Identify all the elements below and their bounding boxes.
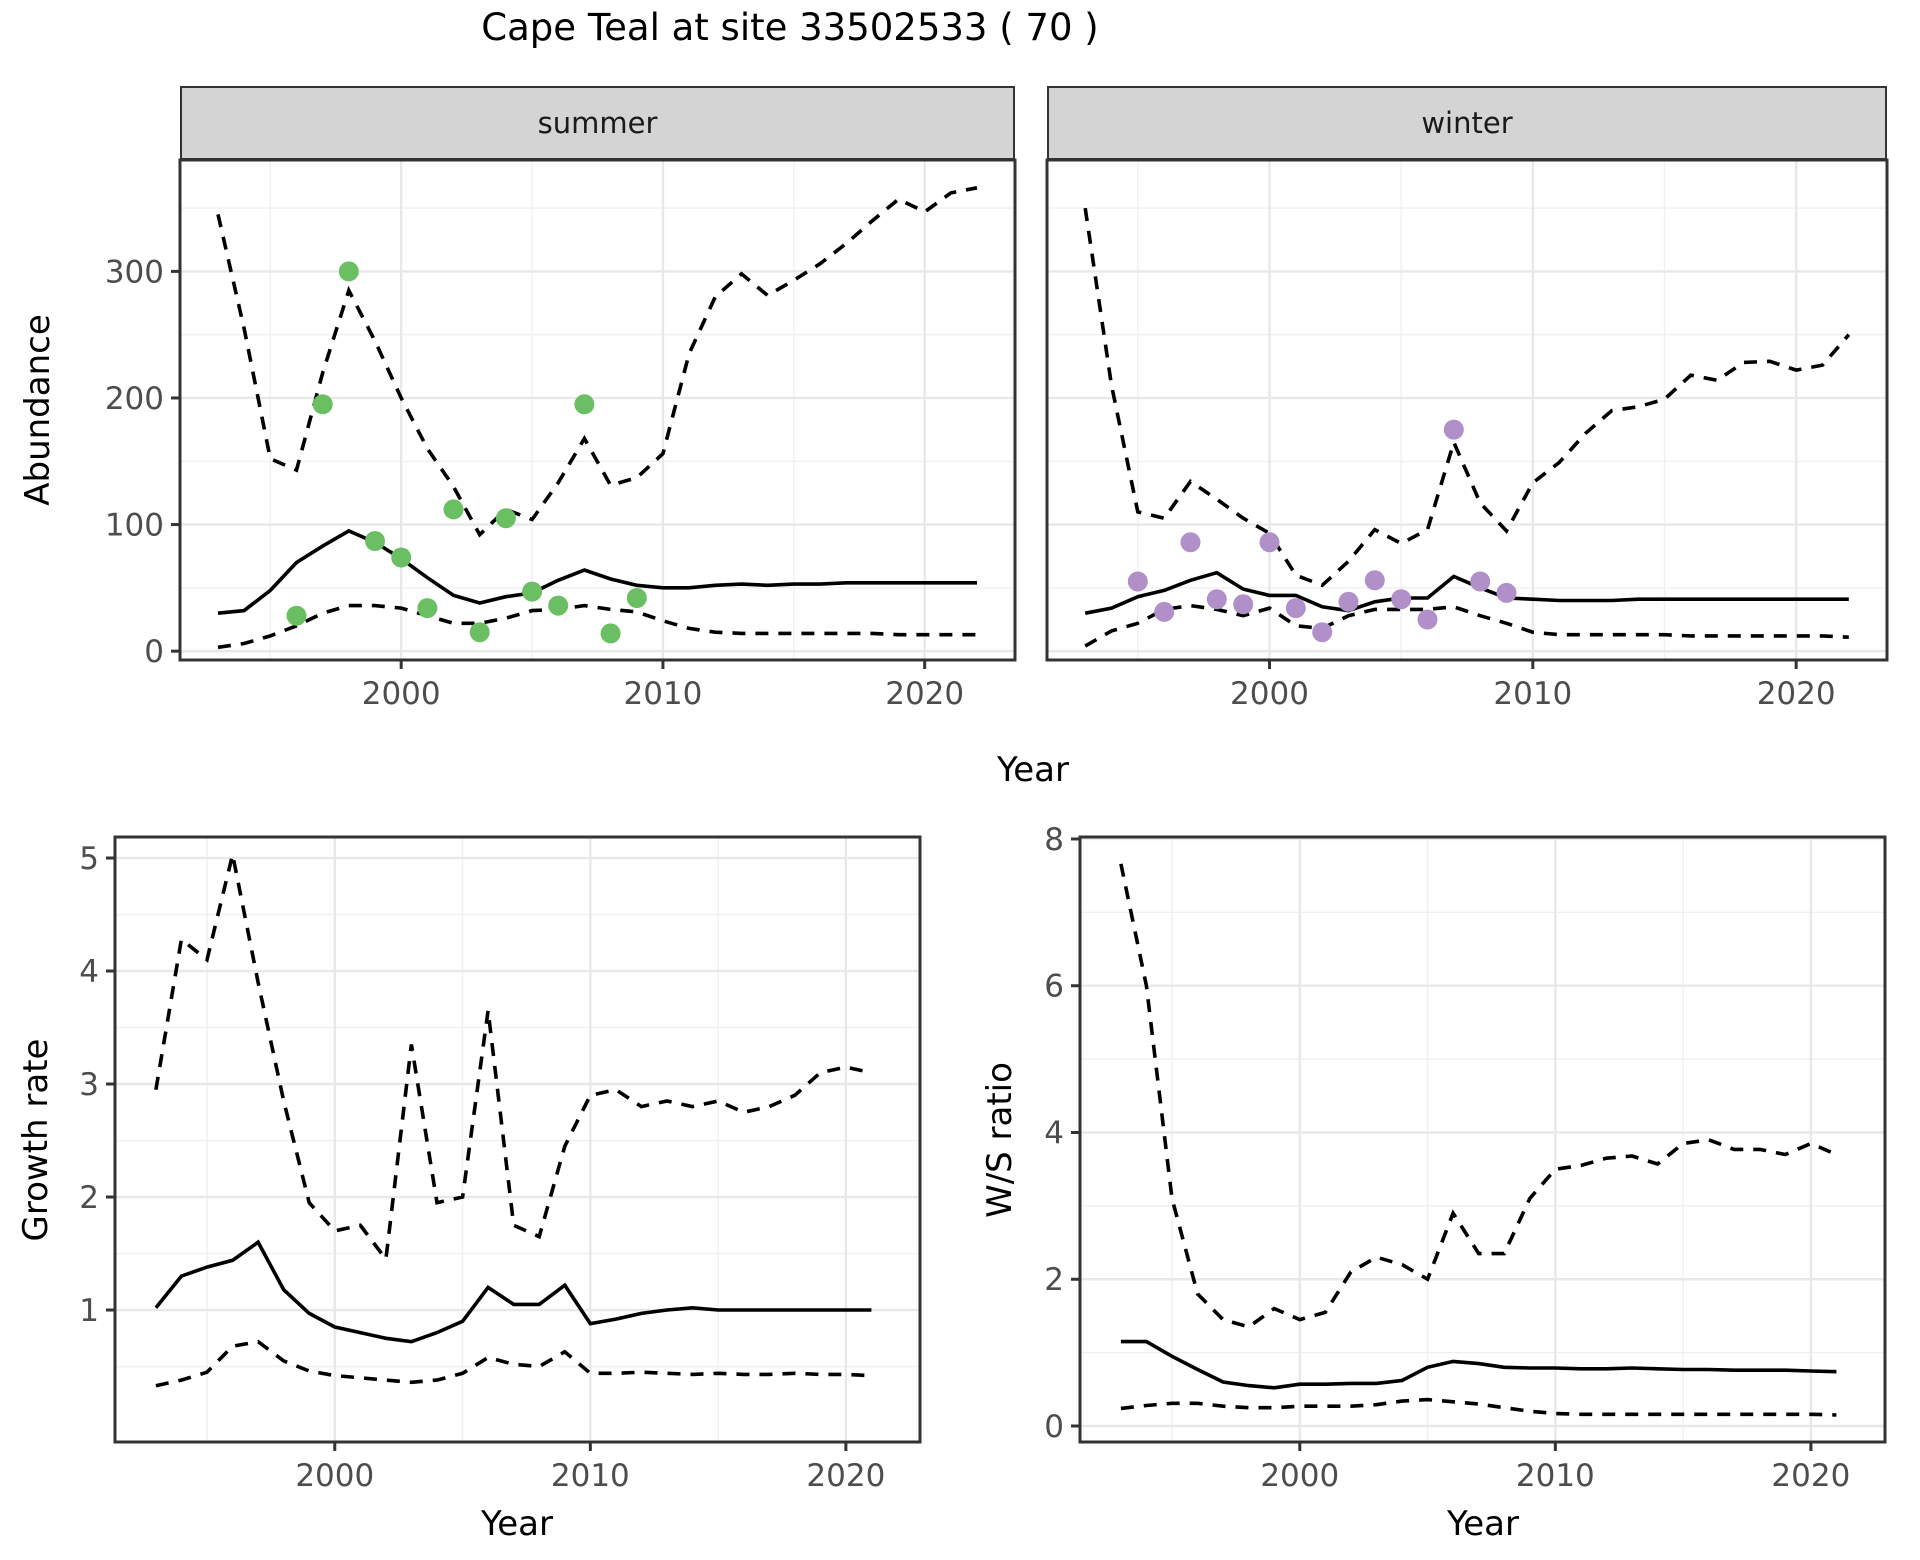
observation-point xyxy=(1470,571,1491,592)
facet-strip-winter-label: winter xyxy=(1421,106,1513,140)
panel-ws-ratio: 2000 2010 2020 0 2 4 6 8 xyxy=(1044,822,1887,1494)
observation-point xyxy=(626,588,647,608)
x-tick-label: 2020 xyxy=(806,1458,885,1494)
panel-abundance-summer: 2000 2010 2020 0 100 200 300 xyxy=(105,158,1017,712)
observation-point xyxy=(1180,532,1201,553)
x-tick-label: 2020 xyxy=(1757,676,1836,712)
x-tick-label: 2010 xyxy=(1516,1458,1595,1494)
x-tick-label: 2010 xyxy=(1493,676,1572,712)
lower-ci-line xyxy=(1120,1397,1837,1417)
y-tick-label: 4 xyxy=(1044,1115,1064,1151)
median-line xyxy=(1120,1339,1837,1390)
observation-point xyxy=(1391,589,1412,610)
upper-ci-line xyxy=(216,186,978,538)
median-line xyxy=(1084,570,1849,615)
observation-point xyxy=(1496,582,1517,603)
y-tick-label: 0 xyxy=(144,634,164,670)
chart-title: Cape Teal at site 33502533 ( 70 ) xyxy=(481,6,1099,49)
upper-ci-line xyxy=(1083,207,1851,588)
panel-abundance-winter: 2000 2010 2020 xyxy=(1045,158,1889,712)
panel-background xyxy=(115,837,920,1442)
observation-point xyxy=(1417,609,1438,630)
y-tick-label: 1 xyxy=(79,1293,99,1329)
x-tick-label: 2000 xyxy=(1230,676,1309,712)
upper-ci-line xyxy=(154,854,872,1264)
y-tick-label: 0 xyxy=(1044,1409,1064,1445)
y-tick-label: 6 xyxy=(1044,969,1064,1005)
observation-point xyxy=(1364,570,1385,591)
observation-point xyxy=(312,394,333,415)
observation-point xyxy=(1338,591,1359,612)
y-tick-label: 2 xyxy=(1044,1262,1064,1298)
lower-ci-line xyxy=(217,603,977,650)
observation-point xyxy=(600,623,621,644)
y-tick-label: 200 xyxy=(105,381,164,417)
observation-point xyxy=(574,394,595,415)
x-tick-label: 2020 xyxy=(1771,1458,1850,1494)
panel-border xyxy=(113,835,922,1444)
facet-strip-winter: winter xyxy=(1047,86,1887,160)
observation-point xyxy=(1206,589,1227,610)
lower-ci-line xyxy=(1084,603,1849,648)
panel-border xyxy=(178,158,1017,662)
facet-strip-summer-label: summer xyxy=(537,106,658,140)
y-tick-label: 8 xyxy=(1044,822,1064,858)
observation-point xyxy=(469,622,490,643)
y-tick-label: 100 xyxy=(105,508,164,544)
observation-point xyxy=(522,581,543,602)
median-line xyxy=(154,1239,872,1344)
panel-background xyxy=(180,160,1015,660)
observation-point xyxy=(365,531,385,551)
upper-ci-line xyxy=(1119,863,1838,1329)
y-tick-label: 300 xyxy=(105,254,164,290)
panel-background xyxy=(1080,837,1885,1442)
y-tick-label: 4 xyxy=(79,954,99,990)
panel-border xyxy=(1078,835,1887,1444)
x-axis-label-growth-rate: Year xyxy=(481,1504,553,1544)
x-tick-label: 2010 xyxy=(551,1458,630,1494)
y-axis-label-ws-ratio: W/S ratio xyxy=(980,1062,1020,1218)
facet-strip-summer: summer xyxy=(180,86,1015,160)
x-tick-label: 2020 xyxy=(885,676,964,712)
x-tick-label: 2000 xyxy=(362,676,441,712)
observation-point xyxy=(1443,419,1464,440)
observation-point xyxy=(286,605,307,626)
median-line xyxy=(217,528,977,615)
panel-growth-rate: 2000 2010 2020 1 2 3 4 5 xyxy=(79,835,922,1494)
x-axis-label-ws-ratio: Year xyxy=(1447,1504,1519,1544)
observation-point xyxy=(1127,571,1148,592)
y-tick-label: 3 xyxy=(79,1067,99,1103)
observation-point xyxy=(1154,601,1175,622)
panel-background xyxy=(1047,160,1887,660)
x-tick-label: 2010 xyxy=(623,676,702,712)
x-tick-label: 2000 xyxy=(1260,1458,1339,1494)
observation-point xyxy=(1233,594,1254,615)
y-axis-label-growth-rate: Growth rate xyxy=(16,1038,56,1242)
observation-point xyxy=(1285,598,1306,619)
observation-point xyxy=(1312,622,1333,643)
observation-point xyxy=(417,598,438,619)
y-axis-label-abundance: Abundance xyxy=(18,314,58,506)
observation-point xyxy=(548,595,569,616)
panel-border xyxy=(1045,158,1889,662)
observation-point xyxy=(1259,532,1280,553)
observation-point xyxy=(443,499,464,520)
y-tick-label: 2 xyxy=(79,1180,99,1216)
observation-point xyxy=(495,508,516,529)
x-axis-label-top: Year xyxy=(997,750,1069,790)
x-tick-label: 2000 xyxy=(295,1458,374,1494)
y-tick-label: 5 xyxy=(79,841,99,877)
observation-point xyxy=(338,261,359,282)
observation-point xyxy=(391,547,412,568)
